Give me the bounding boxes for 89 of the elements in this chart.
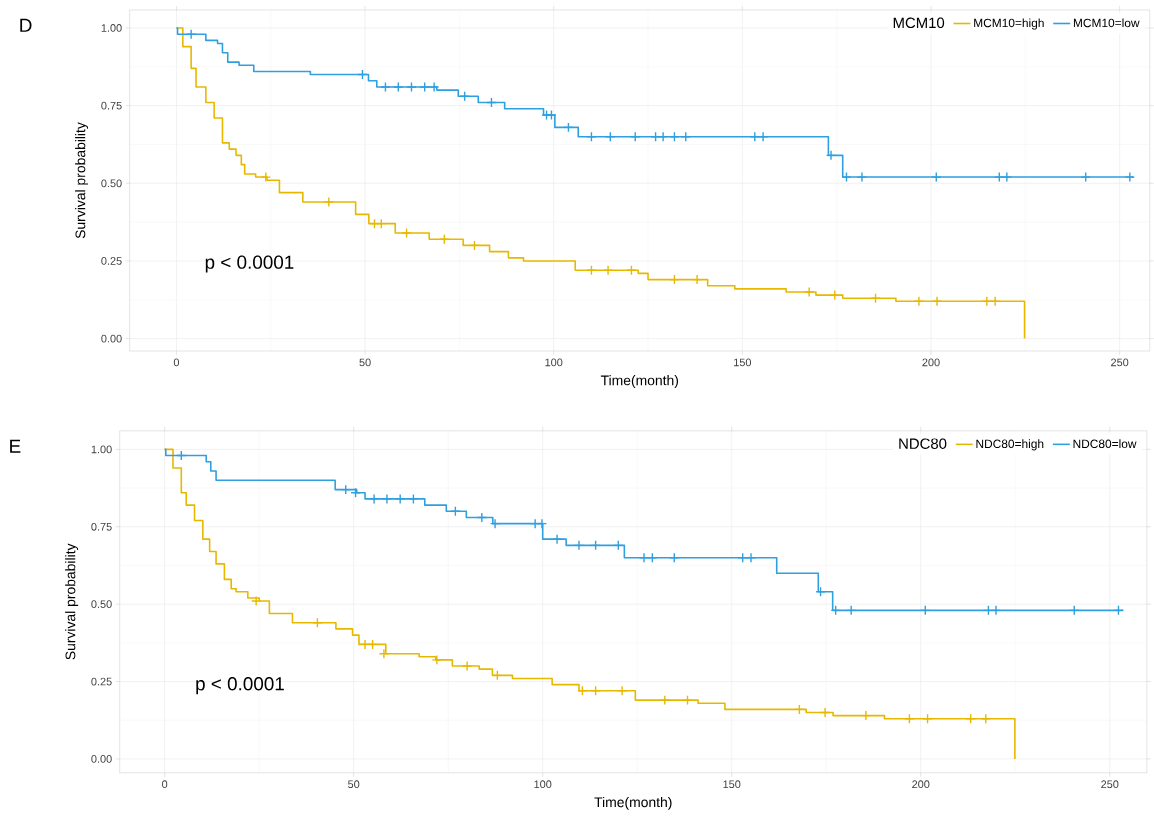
point xyxy=(462,661,472,671)
point xyxy=(1081,172,1091,182)
point xyxy=(603,265,613,275)
point xyxy=(369,494,379,504)
point xyxy=(408,494,418,504)
y-axis-title: Survival probability xyxy=(75,122,89,239)
point xyxy=(382,494,392,504)
point xyxy=(439,234,449,244)
y-tick-label: 0.25 xyxy=(101,257,122,265)
x-tick-label: 150 xyxy=(723,780,741,789)
x-tick-label: 150 xyxy=(734,358,752,367)
point xyxy=(826,150,836,160)
point xyxy=(395,494,405,504)
point xyxy=(617,686,627,696)
point xyxy=(660,695,670,705)
point xyxy=(546,110,556,120)
point xyxy=(429,82,439,92)
x-tick-label: 0 xyxy=(162,780,168,789)
point xyxy=(477,513,487,523)
point xyxy=(692,275,702,285)
point xyxy=(846,606,856,615)
point xyxy=(432,655,442,665)
chart-title: D xyxy=(20,18,32,32)
y-axis-title: Survival probability xyxy=(65,543,79,660)
x-tick-label: 250 xyxy=(1111,358,1129,367)
point xyxy=(251,596,261,606)
point xyxy=(658,132,668,142)
point xyxy=(490,519,500,529)
point xyxy=(379,649,389,659)
y-tick-label: 0.00 xyxy=(91,755,112,763)
point xyxy=(591,686,601,696)
point xyxy=(537,519,547,529)
point xyxy=(830,290,840,300)
point xyxy=(820,708,830,718)
point xyxy=(857,172,867,182)
x-axis-title: Time(month) xyxy=(594,797,672,811)
point xyxy=(261,172,271,182)
point xyxy=(639,553,649,563)
annotation: p < 0.0001 xyxy=(196,677,284,695)
y-tick-label: 0.75 xyxy=(91,523,112,531)
y-tick-label: 0.50 xyxy=(91,600,112,609)
point xyxy=(552,534,562,544)
point xyxy=(991,606,1001,615)
x-tick-label: 0 xyxy=(173,358,180,367)
point xyxy=(990,296,1000,306)
legend-label: MCM10=low xyxy=(1073,18,1140,28)
y-tick-label: 0.50 xyxy=(101,179,122,188)
y-tick-label: 0.25 xyxy=(91,677,112,686)
x-tick-label: 100 xyxy=(545,358,563,367)
y-tick-label: 1.00 xyxy=(101,24,122,32)
x-tick-label: 200 xyxy=(912,780,930,789)
point xyxy=(932,296,942,306)
y-tick-label: 0.75 xyxy=(101,101,122,110)
point xyxy=(683,695,692,705)
point xyxy=(380,82,390,92)
legend-title: MCM10 xyxy=(893,17,945,29)
point xyxy=(406,82,416,92)
point xyxy=(842,172,851,182)
point xyxy=(324,197,334,207)
point xyxy=(402,228,412,238)
point xyxy=(746,553,756,563)
point xyxy=(758,132,768,142)
point xyxy=(750,132,760,142)
legend-title: NDC80 xyxy=(899,438,947,450)
x-tick-label: 50 xyxy=(348,780,360,789)
x-tick-label: 100 xyxy=(534,780,552,789)
x-tick-label: 50 xyxy=(359,358,371,367)
point xyxy=(804,287,814,297)
point xyxy=(420,82,430,92)
x-tick-label: 200 xyxy=(922,358,940,367)
point xyxy=(861,711,871,721)
legend-label: MCM10=high xyxy=(974,18,1044,30)
legend-label: NDC80=low xyxy=(1073,439,1137,449)
y-tick-label: 1.00 xyxy=(91,445,112,454)
point xyxy=(574,540,584,550)
point xyxy=(1125,172,1135,182)
point xyxy=(1002,172,1012,182)
x-tick-label: 250 xyxy=(1101,780,1119,789)
y-tick-label: 0.00 xyxy=(101,334,122,343)
point xyxy=(186,29,196,39)
x-axis-title: Time(month) xyxy=(600,375,679,389)
legend-label: NDC80=high xyxy=(976,439,1044,451)
point xyxy=(577,686,587,696)
point xyxy=(982,296,992,306)
point xyxy=(931,172,941,182)
annotation: p < 0.0001 xyxy=(205,255,294,273)
chart-title: E xyxy=(10,439,21,453)
point xyxy=(914,296,924,306)
point xyxy=(393,82,403,92)
